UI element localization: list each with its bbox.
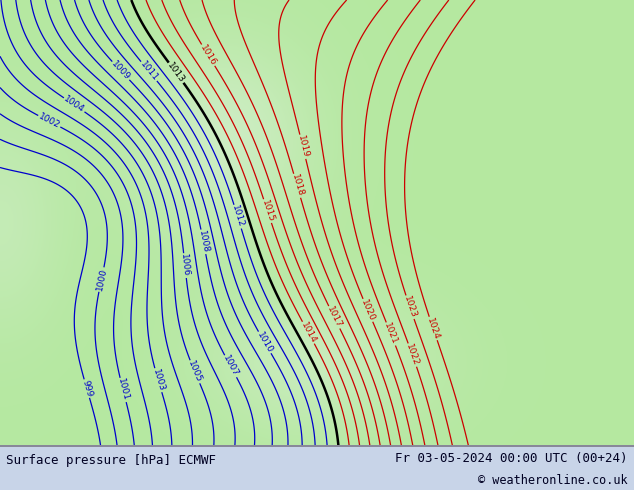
Text: 1002: 1002 <box>37 112 61 130</box>
Text: 1008: 1008 <box>197 230 210 254</box>
Text: 1006: 1006 <box>179 254 191 277</box>
Text: 1001: 1001 <box>116 378 130 402</box>
Text: 1019: 1019 <box>295 135 310 159</box>
Text: 1013: 1013 <box>165 61 186 85</box>
Text: 1018: 1018 <box>290 173 304 198</box>
Text: 1016: 1016 <box>198 43 218 67</box>
Text: 1020: 1020 <box>359 298 377 322</box>
Text: 1004: 1004 <box>62 95 86 115</box>
Text: 1005: 1005 <box>186 360 204 384</box>
Text: 1024: 1024 <box>425 316 441 341</box>
Text: 1000: 1000 <box>94 268 108 292</box>
Text: Surface pressure [hPa] ECMWF: Surface pressure [hPa] ECMWF <box>6 454 216 466</box>
Text: 999: 999 <box>80 379 93 398</box>
Text: 1010: 1010 <box>255 330 275 355</box>
Text: 1007: 1007 <box>221 354 240 378</box>
Text: 1009: 1009 <box>110 59 132 82</box>
Text: 1012: 1012 <box>230 204 245 229</box>
Text: 1011: 1011 <box>138 60 160 83</box>
Text: © weatheronline.co.uk: © weatheronline.co.uk <box>478 474 628 487</box>
Text: 1003: 1003 <box>151 368 165 392</box>
Text: Fr 03-05-2024 00:00 UTC (00+24): Fr 03-05-2024 00:00 UTC (00+24) <box>395 452 628 465</box>
Text: 1017: 1017 <box>325 305 344 330</box>
Text: 1015: 1015 <box>260 199 275 223</box>
Text: 1021: 1021 <box>382 321 399 346</box>
Text: 1023: 1023 <box>402 295 418 319</box>
Text: 1022: 1022 <box>404 343 420 368</box>
Text: 1014: 1014 <box>299 320 318 345</box>
